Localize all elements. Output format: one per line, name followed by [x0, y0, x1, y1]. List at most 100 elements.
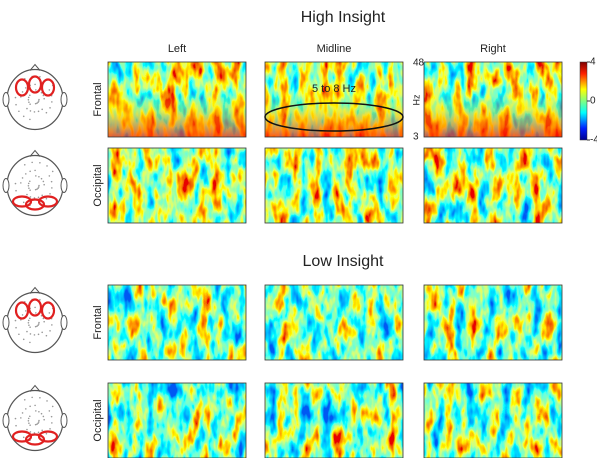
electrode — [41, 429, 43, 432]
electrode — [36, 325, 38, 327]
roi — [24, 198, 46, 211]
electrode — [51, 101, 53, 103]
electrode — [34, 102, 37, 105]
electrode — [45, 432, 48, 435]
electrode — [38, 419, 40, 422]
electrode — [39, 396, 41, 399]
electrode — [22, 201, 25, 204]
electrode — [37, 422, 39, 425]
electrode — [38, 184, 40, 187]
electrode — [24, 173, 27, 175]
electrode — [20, 182, 22, 184]
roi — [40, 78, 56, 97]
electrode — [34, 188, 37, 191]
electrode — [26, 193, 28, 196]
electrode — [36, 188, 38, 190]
spectrogram — [108, 383, 246, 458]
electrode — [37, 110, 40, 113]
electrode — [22, 436, 25, 439]
electrode — [45, 334, 48, 337]
electrode — [26, 428, 28, 431]
electrode — [51, 422, 53, 424]
electrode — [23, 164, 26, 166]
panel-frame — [264, 382, 404, 458]
row-label: Frontal — [92, 82, 104, 116]
electrode — [31, 396, 33, 399]
head-ear — [2, 315, 10, 330]
electrode — [38, 321, 40, 324]
electrode — [37, 431, 40, 434]
column-label: Left — [168, 43, 186, 55]
electrode — [45, 197, 48, 200]
electrode — [37, 421, 40, 423]
electrode — [41, 108, 43, 111]
electrode — [28, 94, 31, 97]
electrode — [28, 324, 30, 326]
panel-frame — [264, 284, 404, 361]
electrode — [15, 103, 17, 106]
head-nose — [29, 63, 41, 71]
electrode — [22, 115, 25, 118]
electrode — [33, 111, 36, 113]
head-nose — [29, 149, 41, 157]
electrode — [37, 333, 40, 336]
electrode — [37, 323, 40, 325]
electrode — [29, 196, 32, 198]
electrode — [24, 87, 27, 89]
head-ear — [2, 178, 10, 193]
electrode — [42, 94, 45, 97]
electrode — [24, 310, 27, 312]
electrode — [43, 97, 45, 100]
row-label: Occipital — [92, 399, 104, 441]
electrode — [29, 431, 32, 433]
electrode — [45, 111, 48, 114]
roi — [11, 195, 33, 208]
electrode — [14, 417, 17, 420]
electrode — [34, 423, 37, 426]
electrode — [43, 320, 45, 323]
electrode — [15, 424, 17, 427]
roi — [11, 430, 33, 443]
electrode — [51, 405, 54, 408]
electrode — [28, 187, 30, 189]
electrode — [48, 312, 51, 314]
electrode — [29, 341, 31, 344]
panel-frame — [423, 147, 563, 224]
head-ear — [2, 92, 10, 107]
electrode — [29, 103, 31, 105]
panel-frame — [107, 382, 247, 458]
electrode — [24, 408, 27, 410]
electrode — [29, 326, 31, 328]
electrode — [34, 404, 36, 407]
electrode — [41, 194, 43, 197]
electrode — [18, 333, 20, 336]
freq-axis-label: Hz — [411, 94, 421, 105]
electrode — [49, 330, 51, 332]
electrode — [41, 331, 43, 334]
electrode — [34, 169, 36, 172]
electrode — [29, 118, 31, 121]
electrode — [49, 428, 51, 430]
electrode — [49, 107, 51, 109]
roi — [37, 195, 59, 208]
electrode — [51, 187, 53, 189]
head-ear — [60, 178, 68, 193]
electrode — [37, 196, 40, 199]
electrode — [28, 422, 30, 424]
roi — [27, 75, 43, 94]
spectrogram — [265, 383, 403, 458]
panel-frame — [107, 147, 247, 224]
electrode — [26, 330, 28, 333]
spectrogram-hot — [108, 62, 246, 137]
electrode — [35, 175, 37, 177]
electrode — [50, 415, 53, 418]
spectrogram-hot — [424, 62, 562, 137]
electrode — [36, 102, 38, 104]
head-nose — [29, 286, 41, 294]
electrode — [28, 180, 31, 183]
electrode — [49, 193, 51, 195]
electrode — [27, 96, 30, 99]
electrode — [21, 177, 24, 179]
spectrogram — [265, 148, 403, 223]
electrode — [33, 197, 36, 199]
